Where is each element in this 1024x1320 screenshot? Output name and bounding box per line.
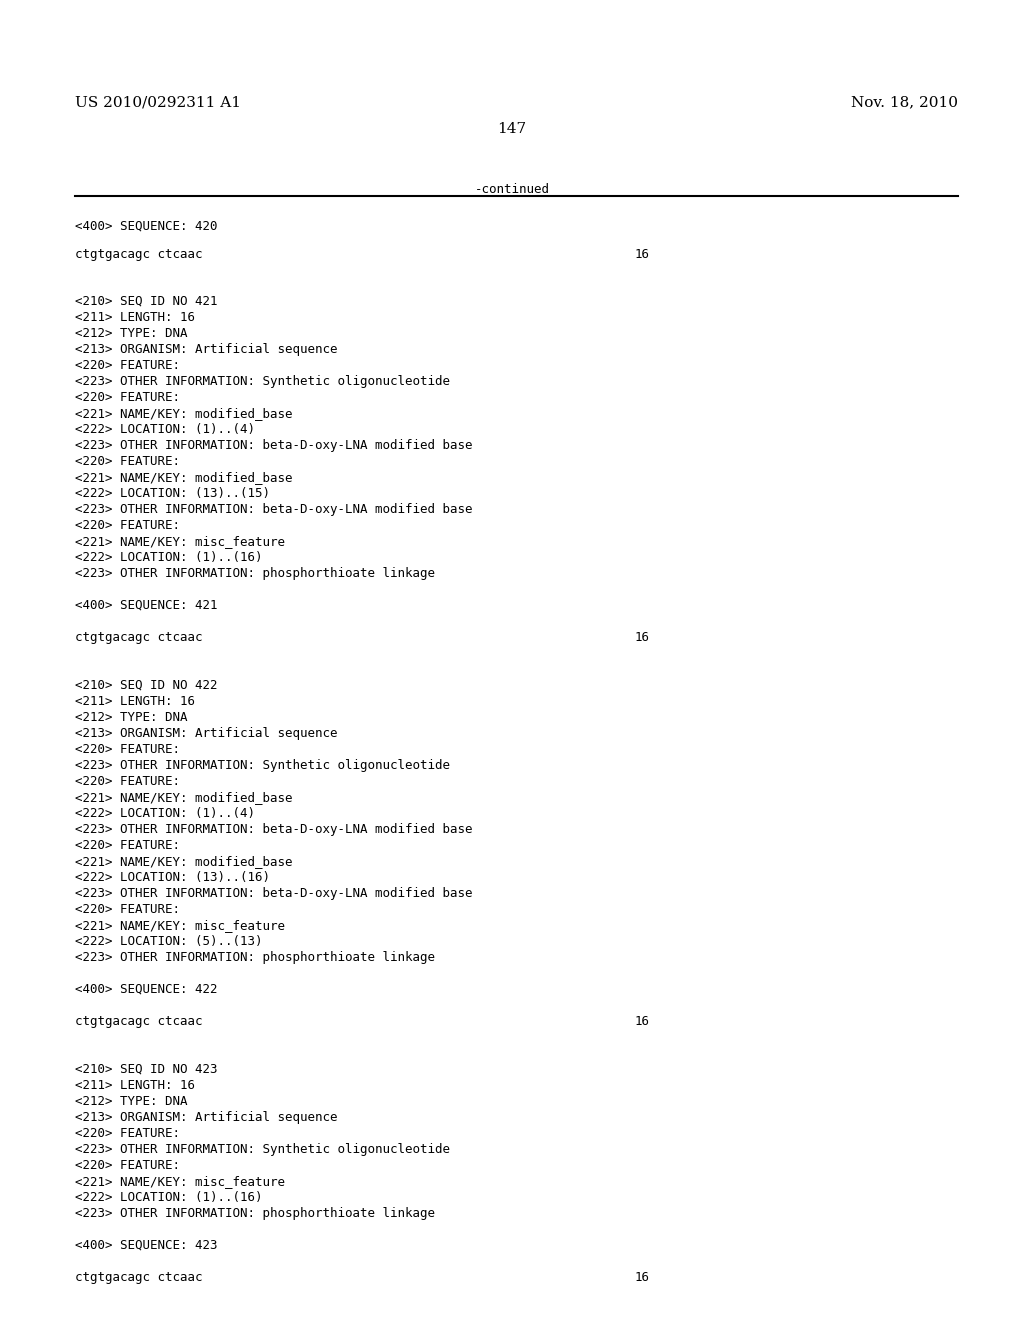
Text: ctgtgacagc ctcaac: ctgtgacagc ctcaac xyxy=(75,248,203,261)
Text: <221> NAME/KEY: modified_base: <221> NAME/KEY: modified_base xyxy=(75,791,293,804)
Text: <220> FEATURE:: <220> FEATURE: xyxy=(75,743,180,756)
Text: <400> SEQUENCE: 422: <400> SEQUENCE: 422 xyxy=(75,983,217,997)
Text: <223> OTHER INFORMATION: beta-D-oxy-LNA modified base: <223> OTHER INFORMATION: beta-D-oxy-LNA … xyxy=(75,440,472,451)
Text: <223> OTHER INFORMATION: beta-D-oxy-LNA modified base: <223> OTHER INFORMATION: beta-D-oxy-LNA … xyxy=(75,887,472,900)
Text: <220> FEATURE:: <220> FEATURE: xyxy=(75,359,180,372)
Text: -continued: -continued xyxy=(474,183,550,195)
Text: <212> TYPE: DNA: <212> TYPE: DNA xyxy=(75,327,187,341)
Text: <212> TYPE: DNA: <212> TYPE: DNA xyxy=(75,711,187,723)
Text: <222> LOCATION: (1)..(16): <222> LOCATION: (1)..(16) xyxy=(75,1191,262,1204)
Text: <220> FEATURE:: <220> FEATURE: xyxy=(75,391,180,404)
Text: US 2010/0292311 A1: US 2010/0292311 A1 xyxy=(75,95,241,110)
Text: <220> FEATURE:: <220> FEATURE: xyxy=(75,455,180,469)
Text: <210> SEQ ID NO 422: <210> SEQ ID NO 422 xyxy=(75,678,217,692)
Text: <213> ORGANISM: Artificial sequence: <213> ORGANISM: Artificial sequence xyxy=(75,1111,338,1125)
Text: <221> NAME/KEY: misc_feature: <221> NAME/KEY: misc_feature xyxy=(75,535,285,548)
Text: <400> SEQUENCE: 423: <400> SEQUENCE: 423 xyxy=(75,1239,217,1251)
Text: <400> SEQUENCE: 421: <400> SEQUENCE: 421 xyxy=(75,599,217,612)
Text: <223> OTHER INFORMATION: Synthetic oligonucleotide: <223> OTHER INFORMATION: Synthetic oligo… xyxy=(75,759,450,772)
Text: Nov. 18, 2010: Nov. 18, 2010 xyxy=(851,95,958,110)
Text: <220> FEATURE:: <220> FEATURE: xyxy=(75,840,180,851)
Text: 16: 16 xyxy=(635,1015,650,1028)
Text: <221> NAME/KEY: modified_base: <221> NAME/KEY: modified_base xyxy=(75,855,293,869)
Text: <220> FEATURE:: <220> FEATURE: xyxy=(75,775,180,788)
Text: <221> NAME/KEY: modified_base: <221> NAME/KEY: modified_base xyxy=(75,407,293,420)
Text: <223> OTHER INFORMATION: phosphorthioate linkage: <223> OTHER INFORMATION: phosphorthioate… xyxy=(75,568,435,579)
Text: ctgtgacagc ctcaac: ctgtgacagc ctcaac xyxy=(75,1015,203,1028)
Text: <221> NAME/KEY: misc_feature: <221> NAME/KEY: misc_feature xyxy=(75,1175,285,1188)
Text: <223> OTHER INFORMATION: Synthetic oligonucleotide: <223> OTHER INFORMATION: Synthetic oligo… xyxy=(75,375,450,388)
Text: <220> FEATURE:: <220> FEATURE: xyxy=(75,1159,180,1172)
Text: 16: 16 xyxy=(635,631,650,644)
Text: <220> FEATURE:: <220> FEATURE: xyxy=(75,519,180,532)
Text: 147: 147 xyxy=(498,121,526,136)
Text: <210> SEQ ID NO 421: <210> SEQ ID NO 421 xyxy=(75,294,217,308)
Text: <211> LENGTH: 16: <211> LENGTH: 16 xyxy=(75,1078,195,1092)
Text: <223> OTHER INFORMATION: phosphorthioate linkage: <223> OTHER INFORMATION: phosphorthioate… xyxy=(75,950,435,964)
Text: <220> FEATURE:: <220> FEATURE: xyxy=(75,1127,180,1140)
Text: <220> FEATURE:: <220> FEATURE: xyxy=(75,903,180,916)
Text: 16: 16 xyxy=(635,1271,650,1284)
Text: <221> NAME/KEY: modified_base: <221> NAME/KEY: modified_base xyxy=(75,471,293,484)
Text: 16: 16 xyxy=(635,248,650,261)
Text: ctgtgacagc ctcaac: ctgtgacagc ctcaac xyxy=(75,1271,203,1284)
Text: <222> LOCATION: (13)..(15): <222> LOCATION: (13)..(15) xyxy=(75,487,270,500)
Text: ctgtgacagc ctcaac: ctgtgacagc ctcaac xyxy=(75,631,203,644)
Text: <222> LOCATION: (1)..(4): <222> LOCATION: (1)..(4) xyxy=(75,422,255,436)
Text: <223> OTHER INFORMATION: phosphorthioate linkage: <223> OTHER INFORMATION: phosphorthioate… xyxy=(75,1206,435,1220)
Text: <210> SEQ ID NO 423: <210> SEQ ID NO 423 xyxy=(75,1063,217,1076)
Text: <223> OTHER INFORMATION: beta-D-oxy-LNA modified base: <223> OTHER INFORMATION: beta-D-oxy-LNA … xyxy=(75,503,472,516)
Text: <223> OTHER INFORMATION: Synthetic oligonucleotide: <223> OTHER INFORMATION: Synthetic oligo… xyxy=(75,1143,450,1156)
Text: <222> LOCATION: (13)..(16): <222> LOCATION: (13)..(16) xyxy=(75,871,270,884)
Text: <222> LOCATION: (1)..(4): <222> LOCATION: (1)..(4) xyxy=(75,807,255,820)
Text: <222> LOCATION: (1)..(16): <222> LOCATION: (1)..(16) xyxy=(75,550,262,564)
Text: <213> ORGANISM: Artificial sequence: <213> ORGANISM: Artificial sequence xyxy=(75,727,338,741)
Text: <222> LOCATION: (5)..(13): <222> LOCATION: (5)..(13) xyxy=(75,935,262,948)
Text: <213> ORGANISM: Artificial sequence: <213> ORGANISM: Artificial sequence xyxy=(75,343,338,356)
Text: <211> LENGTH: 16: <211> LENGTH: 16 xyxy=(75,312,195,323)
Text: <400> SEQUENCE: 420: <400> SEQUENCE: 420 xyxy=(75,220,217,234)
Text: <212> TYPE: DNA: <212> TYPE: DNA xyxy=(75,1096,187,1107)
Text: <211> LENGTH: 16: <211> LENGTH: 16 xyxy=(75,696,195,708)
Text: <223> OTHER INFORMATION: beta-D-oxy-LNA modified base: <223> OTHER INFORMATION: beta-D-oxy-LNA … xyxy=(75,822,472,836)
Text: <221> NAME/KEY: misc_feature: <221> NAME/KEY: misc_feature xyxy=(75,919,285,932)
